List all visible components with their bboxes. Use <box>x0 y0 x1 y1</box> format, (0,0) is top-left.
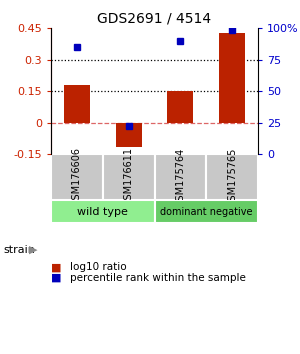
Bar <box>206 154 258 200</box>
Bar <box>51 200 154 223</box>
Text: strain: strain <box>3 245 35 255</box>
Title: GDS2691 / 4514: GDS2691 / 4514 <box>98 12 212 26</box>
Bar <box>167 91 193 122</box>
Bar <box>64 85 90 122</box>
Bar <box>219 33 245 122</box>
Bar <box>116 122 142 147</box>
Text: GSM175764: GSM175764 <box>176 147 185 207</box>
Bar <box>103 154 154 200</box>
Text: ▶: ▶ <box>28 245 37 255</box>
Text: ■: ■ <box>51 262 62 272</box>
Text: GSM176606: GSM176606 <box>72 148 82 206</box>
Text: GSM176611: GSM176611 <box>124 148 134 206</box>
Text: dominant negative: dominant negative <box>160 206 253 217</box>
Text: log10 ratio: log10 ratio <box>70 262 127 272</box>
Text: GSM175765: GSM175765 <box>227 147 237 207</box>
Bar <box>51 154 103 200</box>
Text: ■: ■ <box>51 273 62 283</box>
Bar <box>154 154 206 200</box>
Text: wild type: wild type <box>77 206 128 217</box>
Bar <box>154 200 258 223</box>
Text: percentile rank within the sample: percentile rank within the sample <box>70 273 246 283</box>
